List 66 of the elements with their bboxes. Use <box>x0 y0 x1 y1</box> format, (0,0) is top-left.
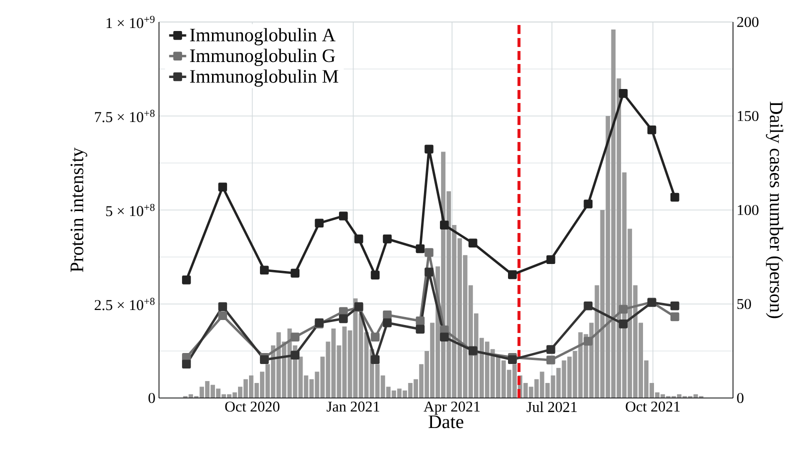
point <box>260 266 269 275</box>
y2-tick-label: 0 <box>737 392 744 404</box>
legend-label: Immunoglobulin M <box>190 69 338 87</box>
point <box>424 248 434 257</box>
y-tick-label: 1 × 10$^{+9}$ <box>106 16 155 28</box>
point <box>260 355 269 364</box>
y2-tick-label: 100 <box>738 204 758 216</box>
y-tick-label: 5 × 10$^{+8}$ <box>106 204 155 216</box>
point <box>647 126 656 134</box>
y2-tick-label: 200 <box>737 16 758 28</box>
point <box>424 268 434 276</box>
y2-tick-label: 150 <box>738 110 758 122</box>
point <box>382 310 392 320</box>
point <box>670 312 680 322</box>
point <box>218 311 228 320</box>
point <box>440 220 449 230</box>
point <box>354 234 364 244</box>
point <box>546 345 556 354</box>
point <box>584 200 593 208</box>
point <box>584 336 593 346</box>
point <box>670 301 680 310</box>
point <box>584 301 593 310</box>
x-tick-label: Oct 2021 <box>626 402 680 412</box>
y2-axis-title: Daily cases number (person) <box>766 102 784 318</box>
point <box>382 234 392 244</box>
point <box>670 192 680 202</box>
point <box>182 276 191 284</box>
point <box>218 182 228 192</box>
x-tick-label: Jul 2021 <box>526 402 577 412</box>
point <box>218 302 228 312</box>
y-tick-label: 2.5 × 10$^{+8}$ <box>94 298 155 310</box>
x-tick-label: Oct 2020 <box>225 402 280 412</box>
point <box>290 332 300 342</box>
point <box>618 320 628 328</box>
point <box>416 316 425 326</box>
point <box>370 355 380 364</box>
point <box>468 238 478 248</box>
point <box>416 244 425 254</box>
point <box>508 270 517 280</box>
point <box>370 332 380 342</box>
point <box>338 314 348 324</box>
x-tick-label: Jan 2021 <box>326 402 380 412</box>
point <box>338 212 348 220</box>
x-axis-title: Date <box>428 416 464 428</box>
point <box>382 318 392 328</box>
point <box>618 304 628 314</box>
point <box>290 268 300 278</box>
point <box>338 307 348 316</box>
point <box>546 255 556 264</box>
point <box>546 356 556 364</box>
point <box>618 89 628 98</box>
y-tick-label: 0 <box>148 392 155 404</box>
point <box>508 355 517 364</box>
point <box>314 218 324 228</box>
point <box>182 360 191 369</box>
x-tick-label: Apr 2021 <box>424 402 480 415</box>
point <box>424 144 434 154</box>
point <box>370 270 380 280</box>
legend-label: Immunoglobulin A <box>190 28 336 46</box>
point <box>440 332 449 342</box>
point <box>290 350 300 360</box>
y-axis-title: Protein intensity <box>70 148 88 272</box>
y2-tick-label: 50 <box>737 298 751 310</box>
y-tick-label: 7.5 × 10$^{+8}$ <box>95 110 155 122</box>
legend-label: Immunoglobulin G <box>190 48 336 66</box>
point <box>416 324 425 334</box>
